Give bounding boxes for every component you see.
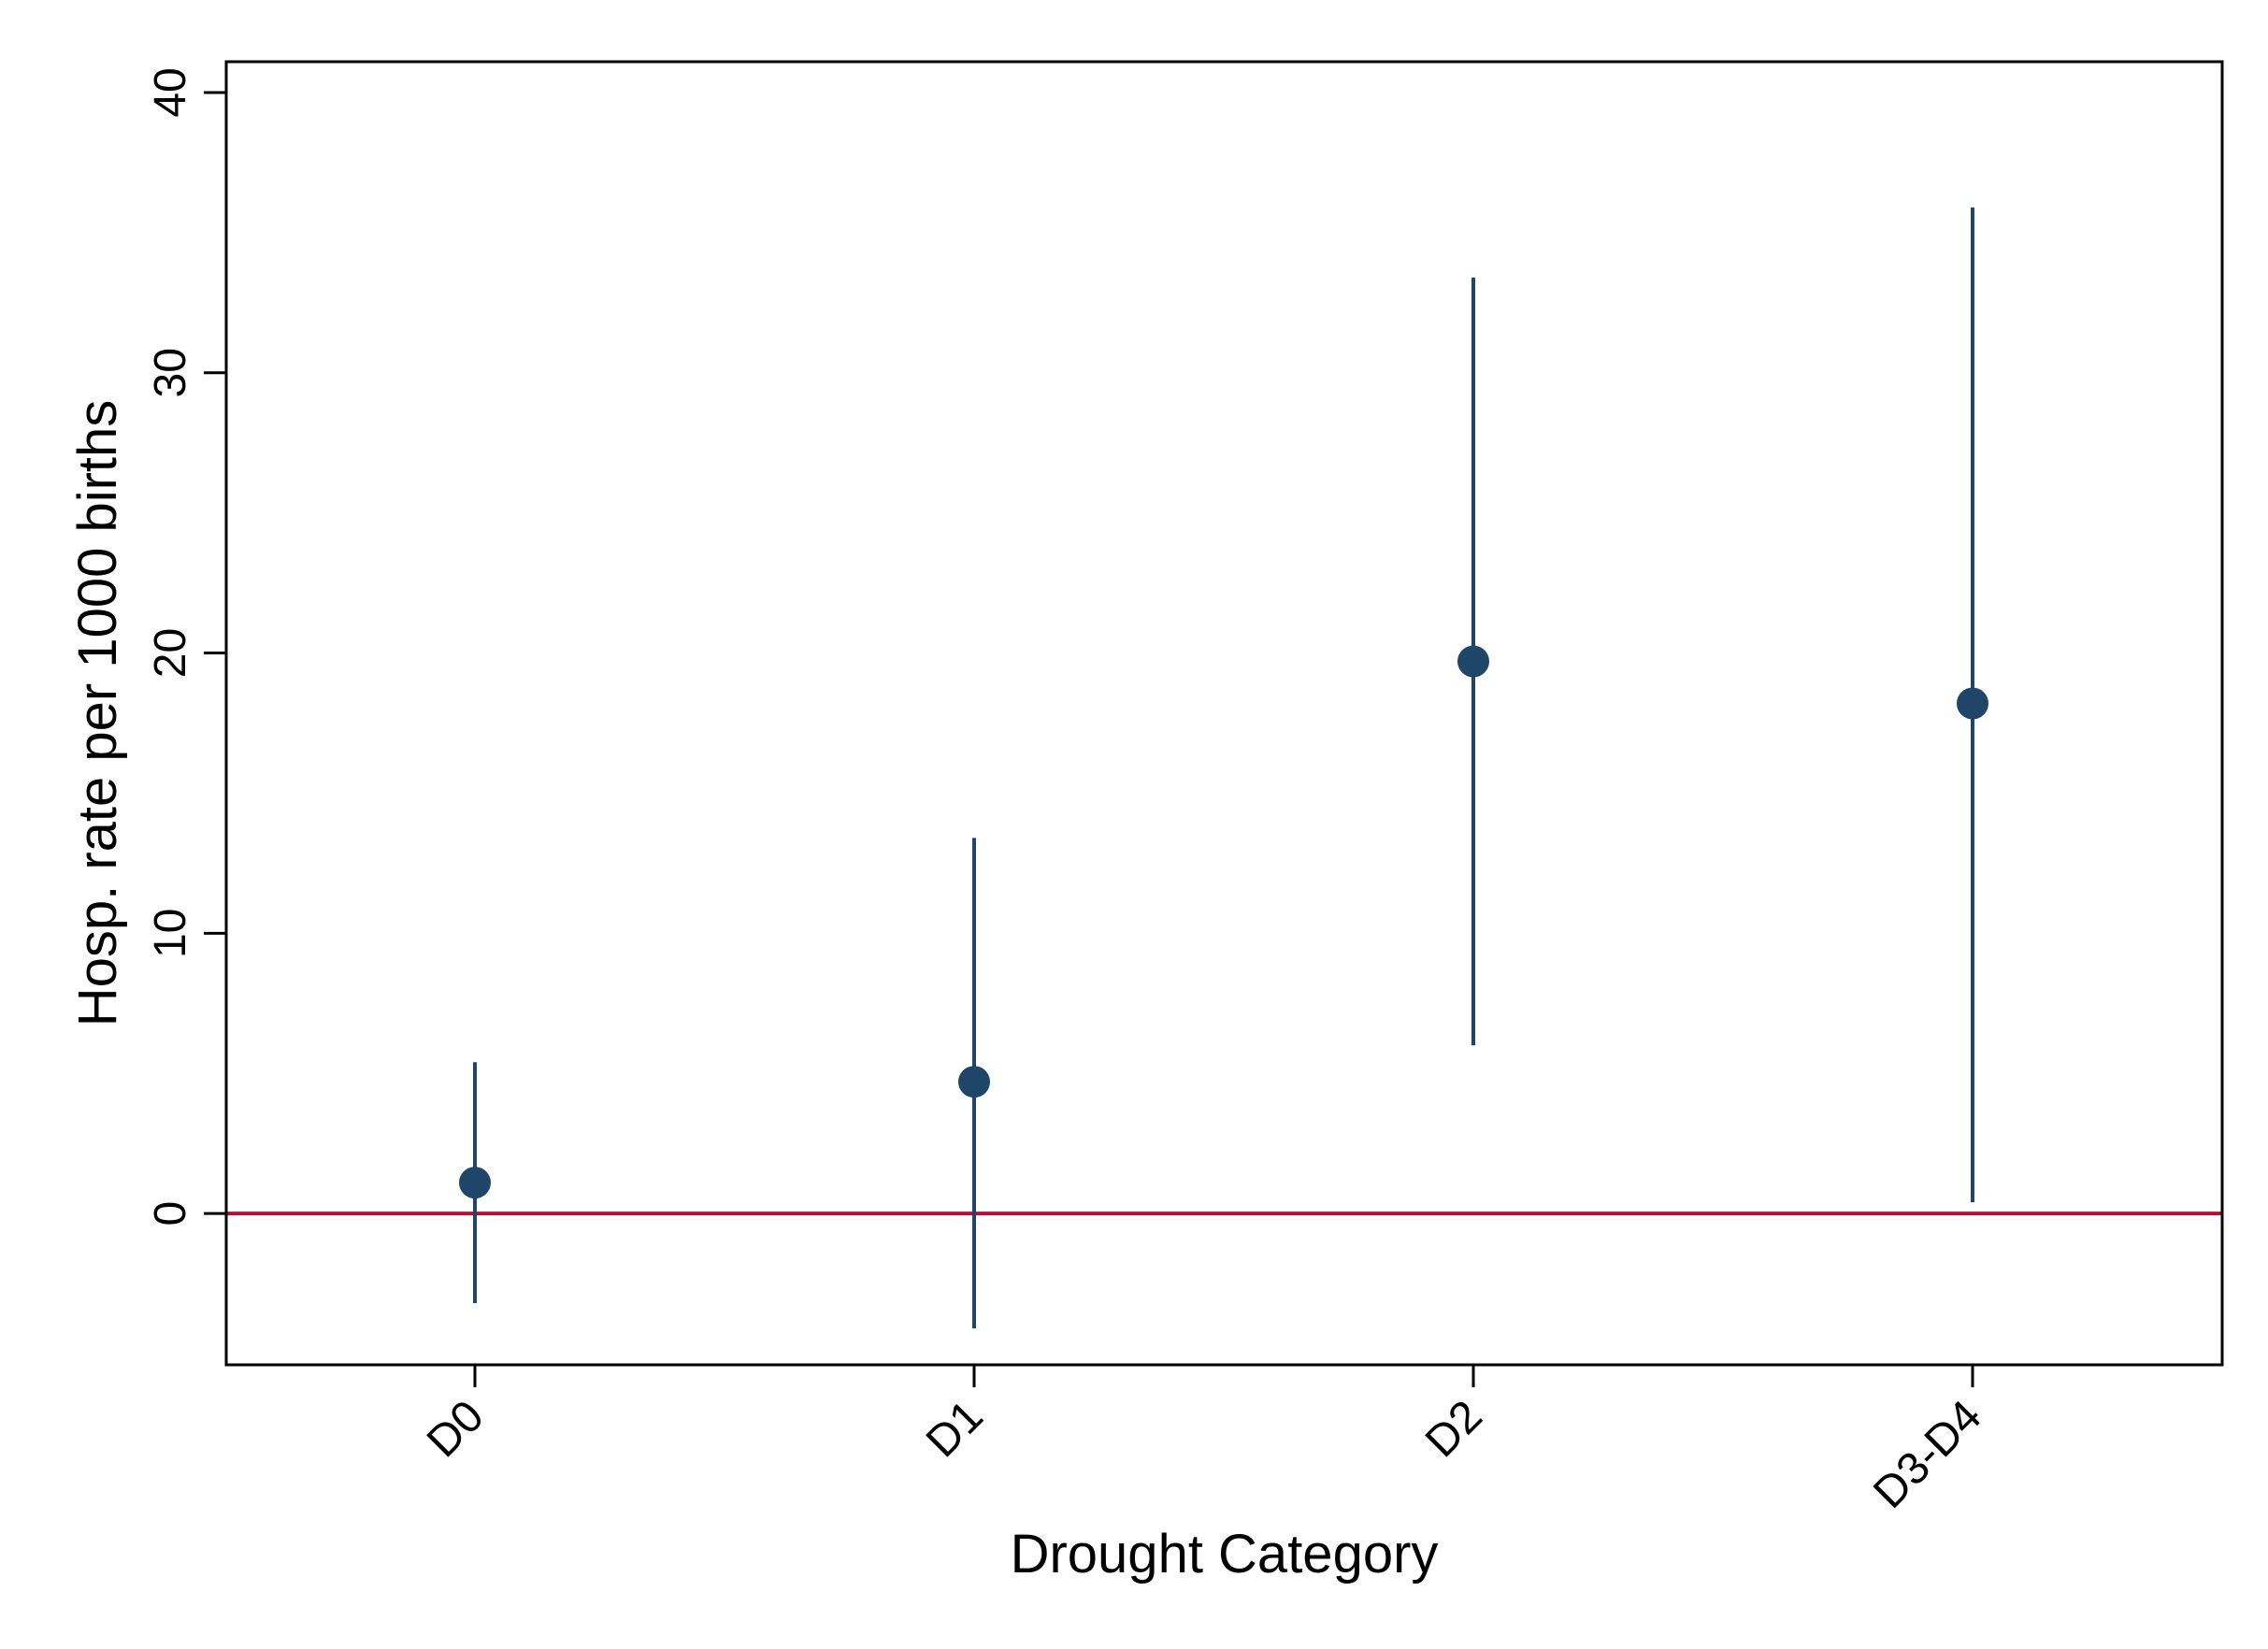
x-axis-title: Drought Category bbox=[1011, 1524, 1439, 1584]
x-tick-label: D2 bbox=[1416, 1391, 1492, 1467]
y-tick-label: 20 bbox=[146, 628, 195, 678]
x-tick-label: D0 bbox=[418, 1391, 494, 1467]
point-estimate bbox=[1957, 687, 1988, 720]
y-tick-label: 0 bbox=[146, 1201, 195, 1226]
x-tick-label: D1 bbox=[917, 1391, 993, 1467]
x-axis: D0 D1 D2 D3-D4 bbox=[418, 1365, 1991, 1518]
y-tick-label: 30 bbox=[146, 348, 195, 397]
confidence-intervals bbox=[473, 207, 1974, 1329]
point-estimate bbox=[958, 1066, 990, 1098]
plot-frame bbox=[224, 60, 2224, 1367]
point-estimates bbox=[459, 645, 1988, 1199]
y-tick-label: 10 bbox=[146, 909, 195, 958]
point-estimate bbox=[1457, 645, 1489, 678]
y-tick-label: 40 bbox=[146, 67, 195, 117]
point-estimate bbox=[459, 1167, 491, 1199]
y-axis: 0 10 20 30 40 bbox=[146, 67, 226, 1226]
y-axis-title: Hosp. rate per 1000 births bbox=[67, 400, 128, 1027]
x-tick-label: D3-D4 bbox=[1864, 1391, 1991, 1518]
